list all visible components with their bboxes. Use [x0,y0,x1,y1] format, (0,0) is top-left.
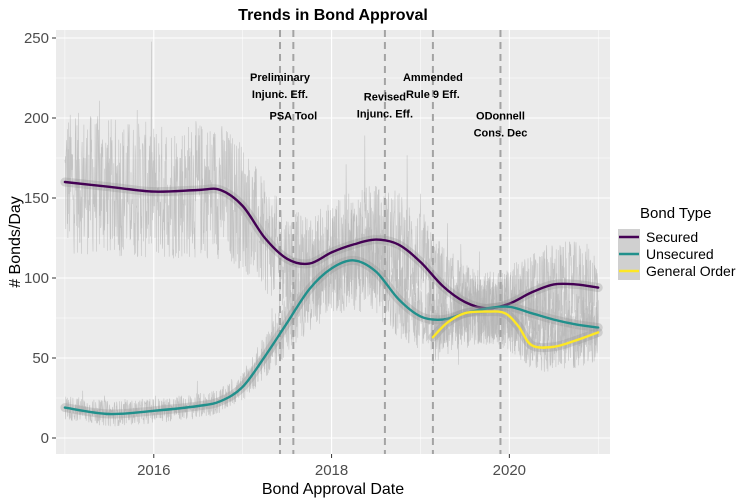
legend-label: Unsecured [646,246,714,262]
y-tick-label: 250 [24,30,49,47]
chart-title: Trends in Bond Approval [238,7,428,24]
legend-title: Bond Type [640,205,711,222]
series-line [431,310,600,349]
x-tick-label: 2018 [315,462,348,479]
gridlines [56,30,610,454]
series-line [63,180,600,310]
event-label: Rule 9 Eff. [406,89,460,101]
event-label: Revised [364,91,406,103]
raw-series-noise [432,276,599,372]
event-label: Preliminary [250,72,311,84]
event-label: Ammended [403,72,463,84]
y-tick-label: 0 [41,430,49,447]
series-lines [60,177,603,419]
y-tick-label: 200 [24,110,49,127]
y-axis-title: # Bonds/Day [7,196,24,288]
event-label: ODonnell [476,111,525,123]
axes: 0 50 100 150 200 250 2016 2018 2020 [24,30,526,479]
event-label: Injunc. Eff. [252,89,308,101]
legend-label: Secured [646,229,698,245]
event-label: Injunc. Eff. [357,108,413,120]
legend-label: General Order [646,263,736,279]
x-axis-title: Bond Approval Date [262,481,404,498]
x-tick-label: 2016 [137,462,170,479]
y-tick-label: 100 [24,270,49,287]
y-tick-label: 50 [32,350,49,367]
event-label: Cons. Dec [474,128,528,140]
y-tick-label: 150 [24,190,49,207]
x-tick-label: 2020 [493,462,526,479]
event-annotations: Preliminary Injunc. Eff. PSA Tool Revised In… [250,72,527,139]
event-label: PSA Tool [270,111,318,123]
event-lines [279,30,502,454]
series-line [63,259,600,416]
